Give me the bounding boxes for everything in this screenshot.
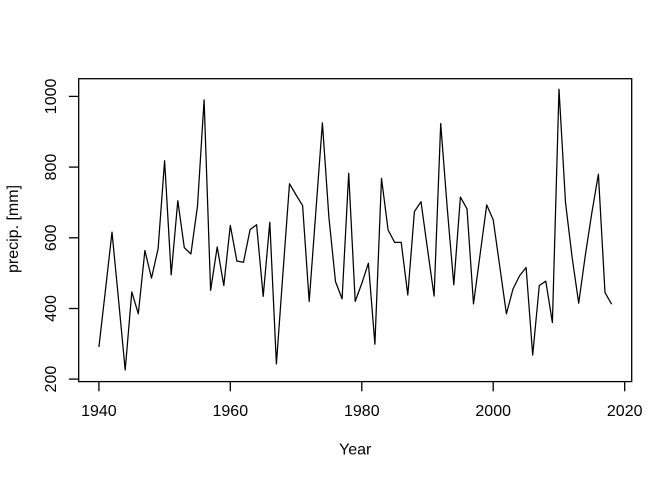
svg-text:1000: 1000	[43, 79, 60, 115]
svg-text:200: 200	[43, 366, 60, 393]
svg-text:1960: 1960	[213, 403, 249, 420]
svg-text:2020: 2020	[607, 403, 643, 420]
svg-text:1940: 1940	[81, 403, 117, 420]
svg-text:400: 400	[43, 295, 60, 322]
svg-text:Year: Year	[339, 442, 372, 459]
svg-text:1980: 1980	[344, 403, 380, 420]
svg-text:600: 600	[43, 224, 60, 251]
svg-text:precip. [mm]: precip. [mm]	[5, 185, 22, 273]
svg-text:800: 800	[43, 154, 60, 181]
svg-text:2000: 2000	[475, 403, 511, 420]
